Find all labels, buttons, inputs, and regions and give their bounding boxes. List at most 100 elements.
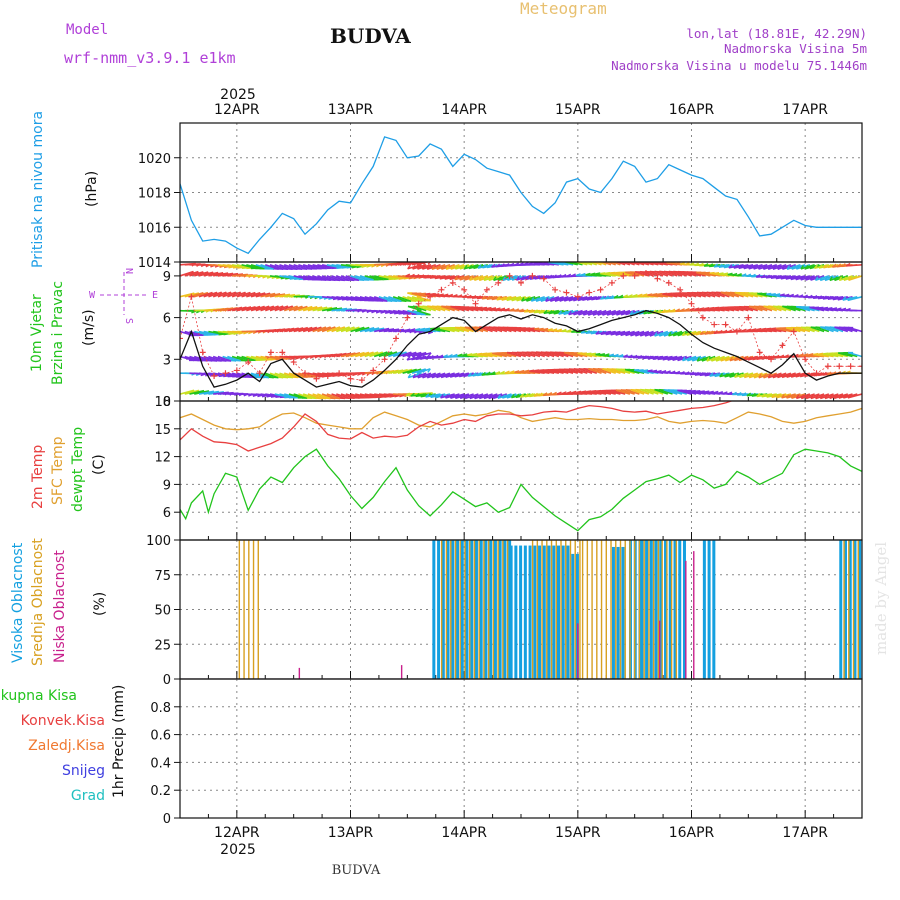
wind-arrow-head <box>813 352 819 356</box>
wind-arrow-head <box>654 332 658 337</box>
wind-arrow-head <box>710 357 715 362</box>
wind-arrow <box>595 390 612 395</box>
wind-arrow <box>627 262 640 266</box>
wind-arrow-head <box>777 265 781 270</box>
wind-arrow-head <box>662 356 667 361</box>
wind-arrow-head <box>483 394 487 399</box>
panels: 1014101610181020036969121518025507510000… <box>138 122 863 827</box>
wind-arrow-head <box>427 262 431 265</box>
wind-arrow-head <box>459 394 464 399</box>
wind-arrow-head <box>511 276 516 281</box>
wind-arrow <box>298 305 313 312</box>
wind-arrow <box>605 272 621 277</box>
wind-arrow-head <box>543 327 549 331</box>
wind-arrow-head <box>609 353 615 357</box>
wind-arrow <box>378 328 395 333</box>
wind-arrow-head <box>713 330 718 334</box>
wind-arrow-head <box>477 306 483 309</box>
wind-arrow-head <box>600 330 605 335</box>
wind-arrow <box>407 368 422 374</box>
wind-arrow <box>388 369 404 374</box>
wind-arrow-head <box>452 293 458 298</box>
wind-gust-mark <box>677 286 684 293</box>
wind-arrow-head <box>781 394 785 399</box>
wind-arrow-head <box>496 296 501 301</box>
wind-arrow-head <box>270 358 276 361</box>
wind-arrow <box>227 306 243 312</box>
high-cloud-bar <box>484 540 488 679</box>
wind-arrow-head <box>558 310 563 315</box>
wind-arrow-head <box>665 370 671 374</box>
model-altitude-text: Nadmorska Visina u modelu 75.1446m <box>611 58 867 73</box>
wind-arrow <box>250 305 265 312</box>
wind-arrow-head <box>627 354 633 358</box>
wind-arrow-head <box>580 272 586 276</box>
footer-station: BUDVA <box>332 863 381 878</box>
wind-arrow-head <box>601 311 606 316</box>
wind-arrow-head <box>746 328 752 332</box>
high-cloud-bar <box>533 545 537 679</box>
wind-arrow-head <box>762 265 767 270</box>
wind-arrow-head <box>624 310 629 316</box>
wind-arrow <box>420 328 436 333</box>
wind-arrow-head <box>743 373 748 378</box>
wind-arrow-head <box>638 369 644 372</box>
wind-arrow-head <box>679 308 685 312</box>
wind-arrow <box>189 389 205 395</box>
wind-arrow-head <box>410 328 416 331</box>
wind-arrow <box>208 330 224 335</box>
wind-arrow-head <box>435 393 440 399</box>
wind-gust-mark <box>824 363 831 370</box>
wind-arrow-head <box>500 263 505 267</box>
wind-arrow <box>241 291 256 298</box>
high-cloud-bar <box>498 540 502 679</box>
wind-arrow-head <box>738 373 743 378</box>
wind-arrow-head <box>410 392 415 397</box>
temperature-frame <box>179 400 863 541</box>
wind-arrow-head <box>438 293 444 296</box>
wind-arrow-head <box>289 277 295 280</box>
high-cloud-bar <box>470 540 474 679</box>
wind-arrow-head <box>784 293 790 297</box>
wind-arrow-head <box>472 372 477 377</box>
wind-arrow-head <box>647 369 653 372</box>
wind-arrow-head <box>431 373 435 379</box>
wind-arrow <box>350 326 365 333</box>
wind-arrow-head <box>457 294 463 298</box>
wind-arrow <box>416 262 431 266</box>
wind-arrow <box>364 393 380 398</box>
wind-speed-line <box>180 309 862 388</box>
wind-arrow <box>369 351 384 358</box>
wind-arrow-head <box>586 296 591 301</box>
high-cloud-bar <box>489 540 493 679</box>
wind-arrow-head <box>577 296 582 301</box>
wind-arrow-head <box>535 297 540 302</box>
wind-arrow-head <box>447 354 453 358</box>
wind-arrow-head <box>670 370 676 374</box>
wind-arrow-head <box>529 327 535 330</box>
wind-arrow-head <box>776 393 781 399</box>
wind-arrow-head <box>538 392 543 397</box>
wind-arrow-head <box>695 390 701 393</box>
wind-arrow-head <box>407 373 412 378</box>
wind-arrow-head <box>831 307 838 310</box>
wind-arrow-head <box>462 294 467 298</box>
wind-arrow <box>657 293 673 298</box>
wind-arrow <box>378 351 393 358</box>
wind-arrow-head <box>519 369 525 373</box>
wind-arrow <box>246 305 261 312</box>
meteogram-label: Meteogram <box>520 0 607 18</box>
wind-arrow-head <box>605 330 610 336</box>
wind-arrow <box>193 271 209 277</box>
wind-arrow-head <box>481 371 486 376</box>
wind-arrow-head <box>779 354 785 358</box>
wind-arrow-head <box>346 298 352 301</box>
wind-arrow-head <box>637 354 643 359</box>
wind-arrow-head <box>606 311 611 316</box>
wind-arrow-head <box>559 297 563 302</box>
wind-arrow <box>298 326 313 333</box>
wind-arrow-head <box>772 373 776 379</box>
wind-arrow-head <box>529 369 535 372</box>
wind-arrow-head <box>812 295 818 299</box>
wind-arrow-head <box>727 391 733 395</box>
